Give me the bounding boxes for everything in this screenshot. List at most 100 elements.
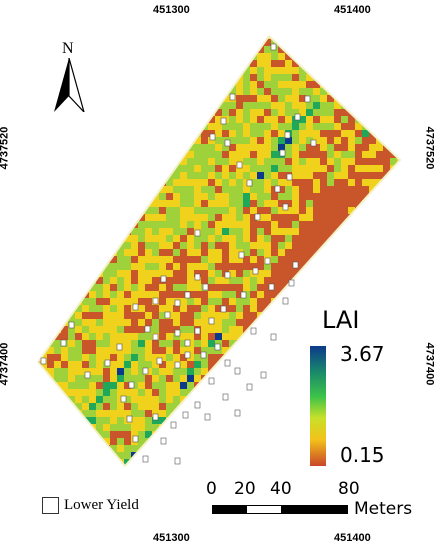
legend-title: LAI (322, 306, 360, 334)
lower-yield-marker (279, 149, 286, 157)
scale-tick-20: 20 (234, 479, 256, 499)
lower-yield-marker (214, 343, 221, 351)
x-coord-bottom-2: 451400 (334, 532, 371, 544)
lower-yield-marker (116, 343, 123, 351)
lower-yield-marker (264, 257, 271, 265)
lower-yield-marker (132, 303, 139, 311)
lower-yield-marker (104, 359, 111, 367)
x-coord-top-2: 451400 (334, 4, 371, 16)
lower-yield-marker (304, 95, 311, 103)
lower-yield-marker (152, 333, 159, 341)
lower-yield-marker (184, 339, 191, 347)
lower-yield-marker (194, 229, 201, 237)
lower-yield-marker (194, 401, 201, 409)
lower-yield-marker (234, 367, 241, 375)
y-coord-right-1: 4737520 (423, 126, 436, 170)
lower-yield-marker (294, 113, 301, 121)
lower-yield-marker (174, 329, 181, 337)
lower-yield-marker (128, 381, 135, 389)
lower-yield-marker (234, 409, 241, 417)
lower-yield-marker (284, 131, 291, 139)
lower-yield-marker (224, 139, 231, 147)
lower-yield-marker (270, 43, 277, 51)
north-arrow-icon (54, 58, 85, 112)
lower-yield-marker (209, 133, 216, 141)
lower-yield-marker (252, 267, 259, 275)
lower-yield-marker (170, 421, 177, 429)
scale-tick-40: 40 (270, 479, 292, 499)
y-coord-left-2: 4737400 (0, 342, 11, 386)
lower-yield-marker (142, 367, 149, 375)
lower-yield-marker (174, 361, 181, 369)
lower-yield-marker (288, 279, 295, 287)
lower-yield-swatch (42, 497, 59, 514)
lower-yield-marker (126, 415, 133, 423)
lower-yield-marker (250, 327, 257, 335)
lower-yield-marker (260, 371, 267, 379)
lower-yield-marker (194, 327, 201, 335)
lower-yield-marker (152, 413, 159, 421)
lower-yield-marker (274, 185, 281, 193)
lower-yield-marker (68, 321, 75, 329)
field-boundary (36, 34, 402, 468)
x-coord-top-1: 451300 (153, 4, 190, 16)
lower-yield-marker (224, 271, 231, 279)
lower-yield-marker (164, 311, 171, 319)
lower-yield-marker (184, 351, 191, 359)
lower-yield-marker (282, 203, 289, 211)
lower-yield-marker (310, 139, 317, 147)
lower-yield-marker (238, 251, 245, 259)
lower-yield-marker (208, 377, 215, 385)
lower-yield-marker (246, 383, 253, 391)
field-raster (38, 36, 400, 466)
lower-yield-marker (156, 357, 163, 365)
lower-yield-marker (144, 325, 151, 333)
lower-yield-marker (220, 305, 227, 313)
lower-yield-marker (174, 457, 181, 465)
north-arrow: N (52, 40, 86, 112)
lower-yield-marker (282, 297, 289, 305)
lower-yield-marker (286, 173, 293, 181)
north-label: N (62, 40, 74, 57)
lower-yield-marker (40, 357, 47, 365)
legend-color-ramp (310, 346, 326, 466)
lower-yield-marker (132, 435, 139, 443)
lower-yield-marker (222, 393, 229, 401)
scale-bar (212, 505, 348, 514)
scale-tick-0: 0 (206, 479, 217, 499)
lower-yield-marker (184, 291, 191, 299)
lower-yield-marker (160, 275, 167, 283)
lower-yield-marker (270, 333, 277, 341)
y-coord-right-2: 4737400 (423, 342, 436, 386)
lower-yield-marker (152, 297, 159, 305)
lower-yield-marker (60, 339, 67, 347)
lower-yield-marker (224, 359, 231, 367)
lower-yield-markers (40, 43, 317, 465)
lower-yield-marker (182, 411, 189, 419)
lower-yield-marker (254, 213, 261, 221)
lower-yield-marker (120, 395, 127, 403)
scale-unit: Meters (354, 499, 413, 519)
lower-yield-marker (240, 291, 247, 299)
x-coord-bottom-1: 451300 (153, 532, 190, 544)
lower-yield-marker (204, 413, 211, 421)
lower-yield-marker (246, 179, 253, 187)
lower-yield-marker (229, 93, 236, 101)
lower-yield-marker (268, 283, 275, 291)
legend-min: 0.15 (340, 443, 385, 467)
lower-yield-marker (84, 371, 91, 379)
lower-yield-marker (174, 299, 181, 307)
scale-tick-80: 80 (338, 479, 360, 499)
lower-yield-marker (142, 455, 149, 463)
y-coord-left-1: 4737520 (0, 126, 11, 170)
lower-yield-marker (194, 273, 201, 281)
legend-max: 3.67 (340, 342, 385, 366)
lower-yield-marker (200, 351, 207, 359)
lower-yield-marker (160, 437, 167, 445)
lower-yield-marker (292, 261, 299, 269)
lower-yield-marker (208, 317, 215, 325)
lower-yield-marker (220, 117, 227, 125)
lower-yield-label: Lower Yield (64, 497, 139, 513)
lower-yield-marker (236, 161, 243, 169)
lower-yield-marker (202, 283, 209, 291)
